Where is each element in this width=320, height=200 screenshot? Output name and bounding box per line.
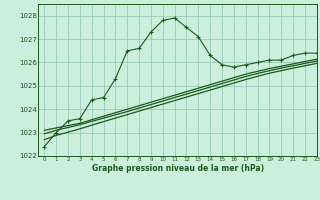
X-axis label: Graphe pression niveau de la mer (hPa): Graphe pression niveau de la mer (hPa) xyxy=(92,164,264,173)
